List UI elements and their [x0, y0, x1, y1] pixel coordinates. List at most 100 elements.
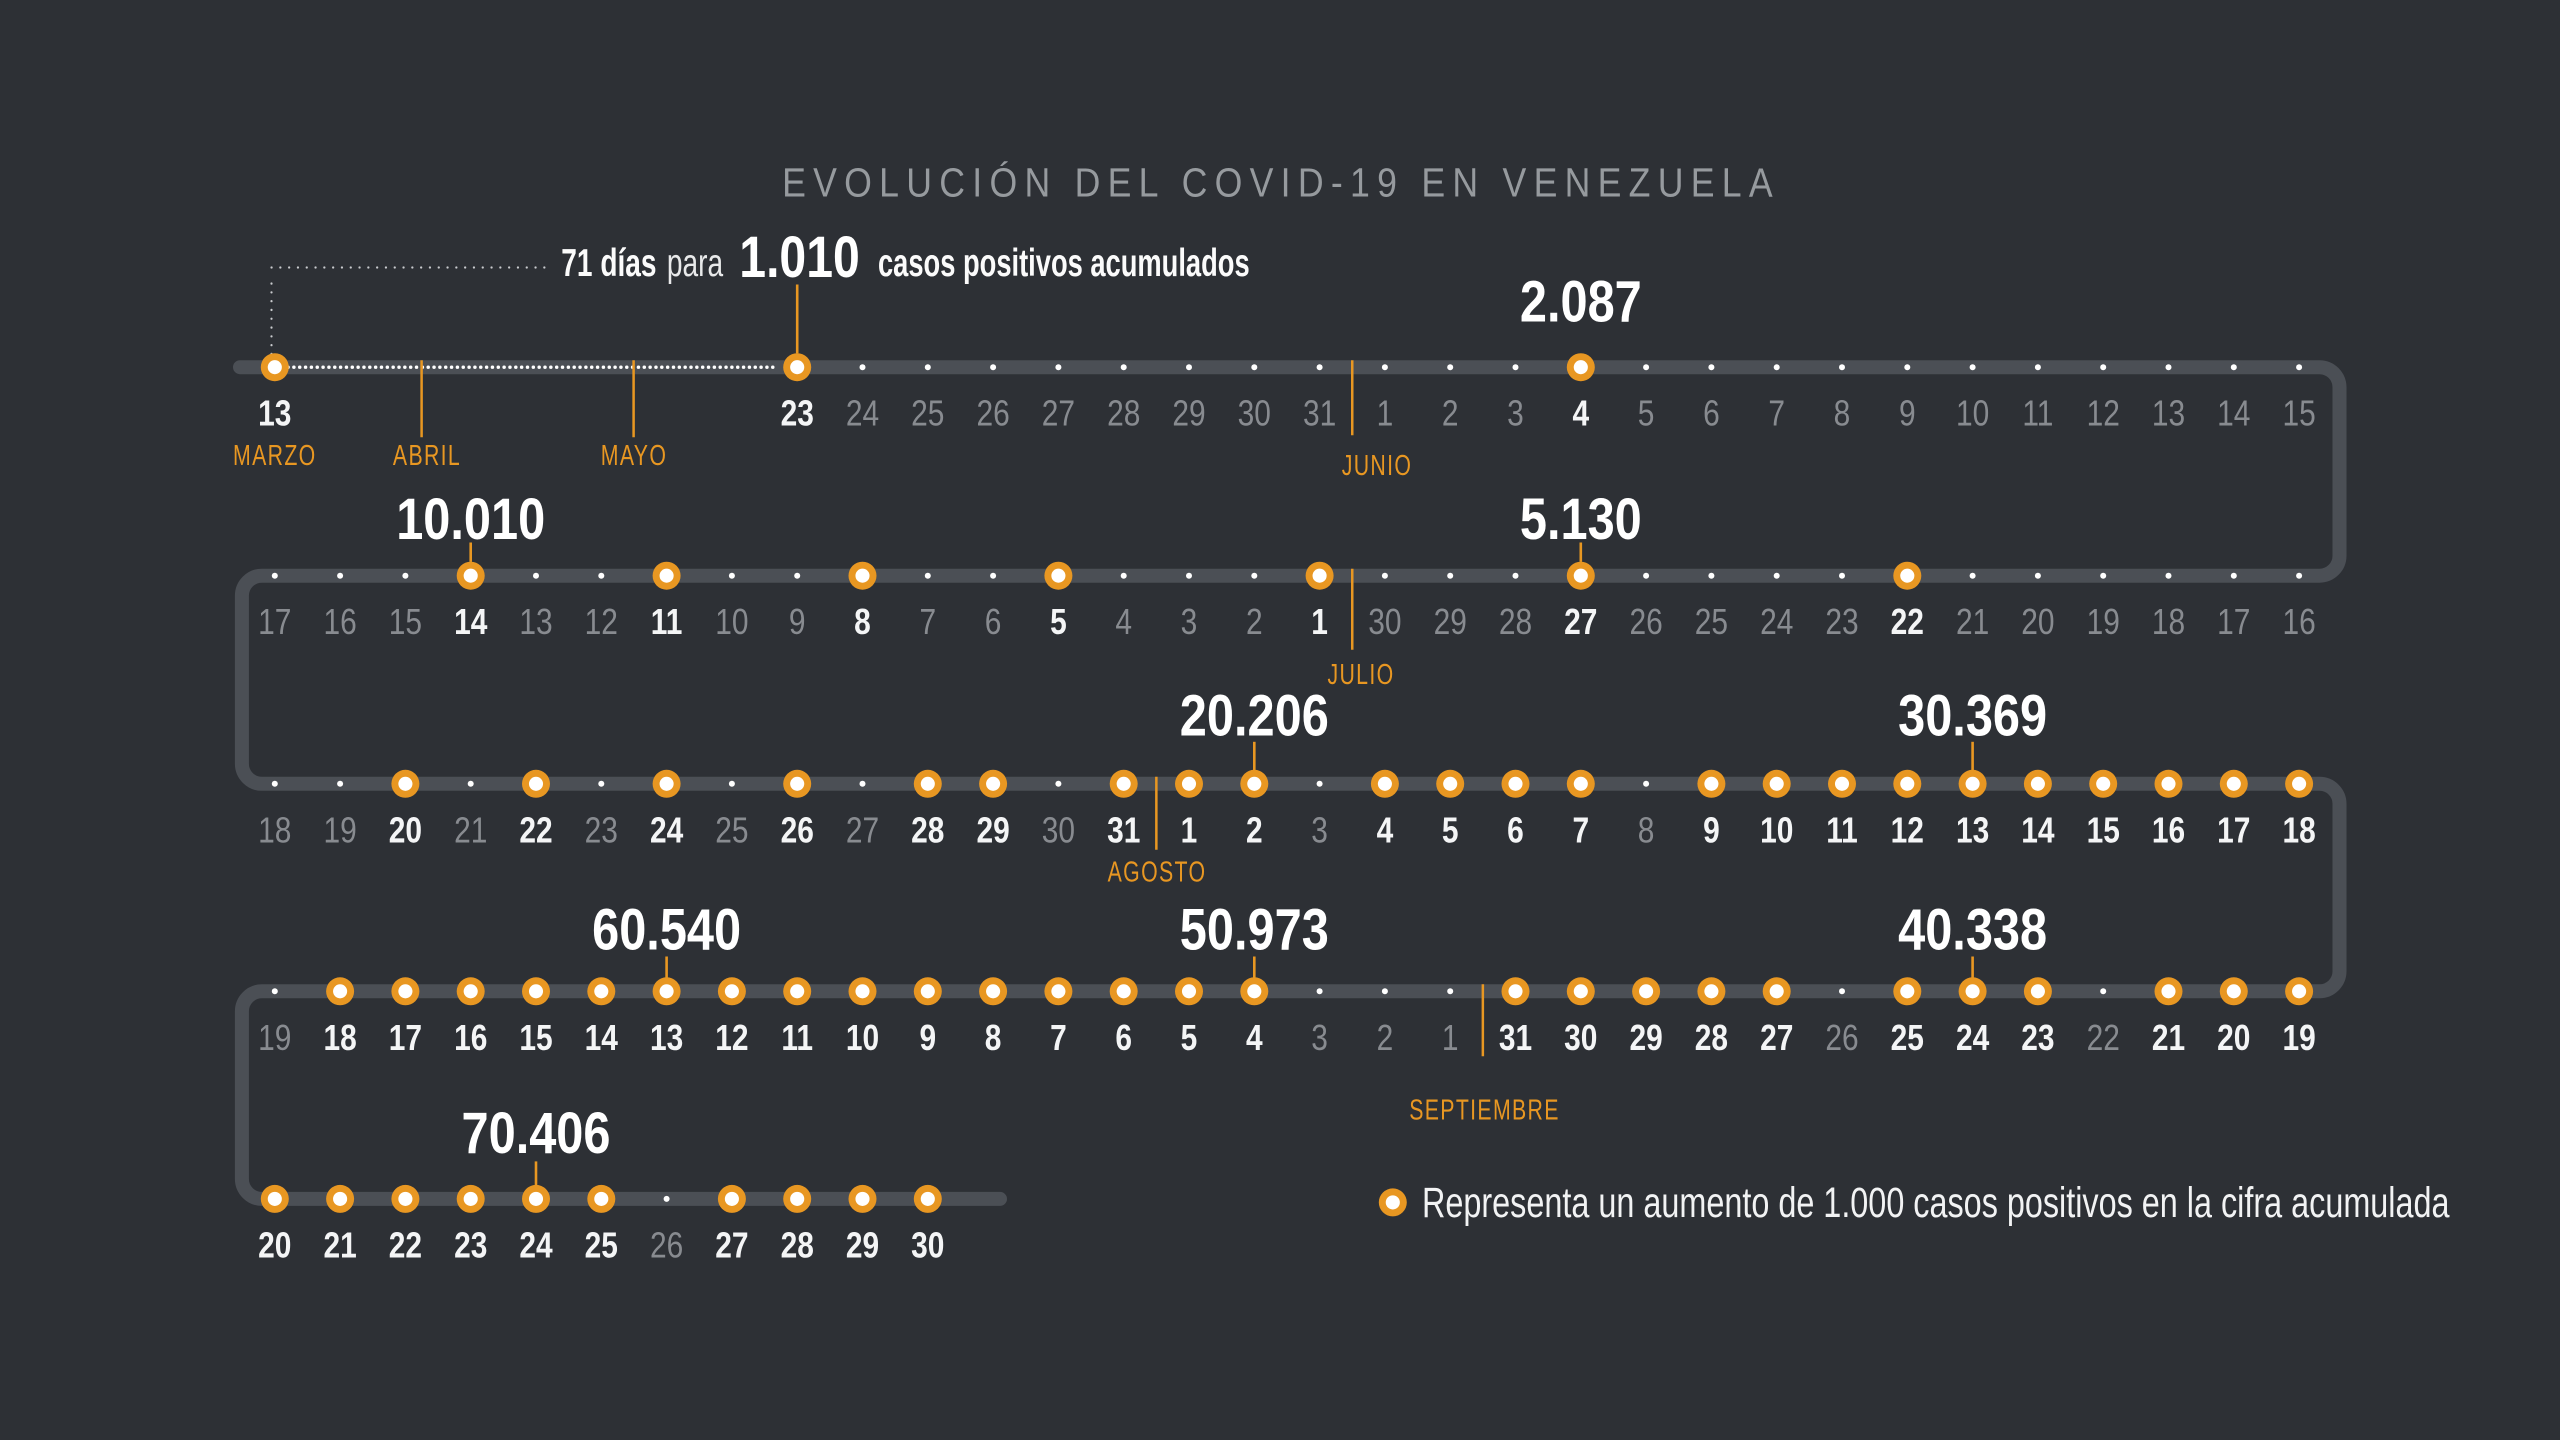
svg-text:21: 21: [2152, 1018, 2185, 1058]
svg-text:8: 8: [985, 1018, 1002, 1058]
svg-text:15: 15: [389, 602, 422, 642]
svg-text:27: 27: [1042, 394, 1075, 434]
svg-text:1: 1: [1377, 394, 1394, 434]
svg-text:28: 28: [1695, 1018, 1728, 1058]
svg-text:30: 30: [1564, 1018, 1597, 1058]
svg-text:3: 3: [1311, 811, 1328, 851]
svg-text:29: 29: [1434, 602, 1467, 642]
svg-text:17: 17: [2217, 602, 2250, 642]
svg-text:27: 27: [846, 811, 879, 851]
svg-text:5: 5: [1181, 1018, 1198, 1058]
svg-text:15: 15: [2087, 811, 2120, 851]
svg-text:15: 15: [519, 1018, 552, 1058]
svg-text:71 días: 71 días: [561, 242, 656, 286]
svg-text:25: 25: [1891, 1018, 1924, 1058]
svg-text:9: 9: [1703, 811, 1720, 851]
svg-text:28: 28: [1499, 602, 1532, 642]
svg-text:16: 16: [454, 1018, 487, 1058]
svg-text:6: 6: [1703, 394, 1720, 434]
svg-text:26: 26: [781, 811, 814, 851]
svg-text:12: 12: [2087, 394, 2120, 434]
svg-text:24: 24: [519, 1226, 553, 1266]
svg-text:30: 30: [1042, 811, 1075, 851]
svg-text:4: 4: [1246, 1018, 1263, 1058]
svg-text:8: 8: [854, 602, 871, 642]
svg-text:11: 11: [1826, 811, 1858, 851]
svg-text:9: 9: [919, 1018, 936, 1058]
svg-text:24: 24: [1956, 1018, 1990, 1058]
svg-text:13: 13: [258, 394, 291, 434]
svg-text:4: 4: [1115, 602, 1132, 642]
svg-text:10: 10: [846, 1018, 879, 1058]
svg-text:7: 7: [1572, 811, 1589, 851]
svg-text:16: 16: [2152, 811, 2185, 851]
svg-text:24: 24: [846, 394, 879, 434]
svg-text:60.540: 60.540: [592, 899, 741, 963]
svg-text:4: 4: [1377, 811, 1394, 851]
svg-text:22: 22: [2087, 1018, 2120, 1058]
svg-text:1.010: 1.010: [739, 226, 859, 290]
svg-text:21: 21: [1956, 602, 1989, 642]
svg-text:14: 14: [2217, 394, 2250, 434]
svg-text:5: 5: [1050, 602, 1067, 642]
svg-text:18: 18: [2152, 602, 2185, 642]
svg-text:21: 21: [454, 811, 487, 851]
svg-text:3: 3: [1507, 394, 1524, 434]
svg-text:6: 6: [985, 602, 1002, 642]
svg-text:2: 2: [1246, 602, 1263, 642]
svg-text:8: 8: [1638, 811, 1655, 851]
svg-text:16: 16: [2282, 602, 2315, 642]
svg-text:13: 13: [1956, 811, 1989, 851]
svg-text:22: 22: [1891, 602, 1924, 642]
svg-text:31: 31: [1499, 1018, 1532, 1058]
svg-text:30: 30: [911, 1226, 944, 1266]
svg-text:5.130: 5.130: [1520, 488, 1642, 552]
svg-text:8: 8: [1834, 394, 1851, 434]
svg-text:18: 18: [323, 1018, 356, 1058]
svg-text:15: 15: [2282, 394, 2315, 434]
svg-text:11: 11: [2022, 394, 2053, 434]
svg-text:20: 20: [2021, 602, 2054, 642]
svg-text:Representa un aumento de 1.000: Representa un aumento de 1.000 casos pos…: [1422, 1180, 2449, 1227]
svg-text:AGOSTO: AGOSTO: [1108, 856, 1207, 888]
svg-text:JULIO: JULIO: [1327, 659, 1394, 691]
svg-text:14: 14: [454, 602, 488, 642]
svg-text:18: 18: [258, 811, 291, 851]
svg-text:26: 26: [976, 394, 1009, 434]
svg-text:2: 2: [1442, 394, 1459, 434]
svg-text:20: 20: [2217, 1018, 2250, 1058]
svg-text:11: 11: [781, 1018, 813, 1058]
svg-text:5: 5: [1442, 811, 1459, 851]
svg-text:14: 14: [585, 1018, 619, 1058]
svg-text:27: 27: [1564, 602, 1597, 642]
svg-text:31: 31: [1303, 394, 1336, 434]
svg-text:29: 29: [1172, 394, 1205, 434]
svg-text:25: 25: [911, 394, 944, 434]
svg-text:21: 21: [323, 1226, 356, 1266]
svg-text:40.338: 40.338: [1898, 899, 2047, 963]
svg-text:7: 7: [1768, 394, 1785, 434]
svg-text:13: 13: [2152, 394, 2185, 434]
svg-text:29: 29: [1629, 1018, 1662, 1058]
svg-text:20: 20: [389, 811, 422, 851]
svg-text:28: 28: [1107, 394, 1140, 434]
svg-text:29: 29: [846, 1226, 879, 1266]
svg-text:SEPTIEMBRE: SEPTIEMBRE: [1409, 1094, 1560, 1126]
svg-text:9: 9: [1899, 394, 1916, 434]
svg-text:26: 26: [1629, 602, 1662, 642]
svg-text:ABRIL: ABRIL: [393, 440, 461, 472]
svg-text:casos positivos acumulados: casos positivos acumulados: [878, 243, 1250, 286]
svg-text:30: 30: [1238, 394, 1271, 434]
svg-text:3: 3: [1311, 1018, 1328, 1058]
svg-text:19: 19: [2087, 602, 2120, 642]
svg-text:28: 28: [781, 1226, 814, 1266]
svg-text:19: 19: [2282, 1018, 2315, 1058]
svg-text:20: 20: [258, 1226, 291, 1266]
svg-text:17: 17: [389, 1018, 422, 1058]
svg-text:1: 1: [1311, 602, 1328, 642]
svg-text:23: 23: [2021, 1018, 2054, 1058]
svg-text:22: 22: [389, 1226, 422, 1266]
svg-text:EVOLUCIÓN DEL COVID-19 EN VENE: EVOLUCIÓN DEL COVID-19 EN VENEZUELA: [782, 160, 1780, 206]
svg-text:10.010: 10.010: [396, 488, 545, 552]
svg-text:2.087: 2.087: [1520, 271, 1642, 335]
